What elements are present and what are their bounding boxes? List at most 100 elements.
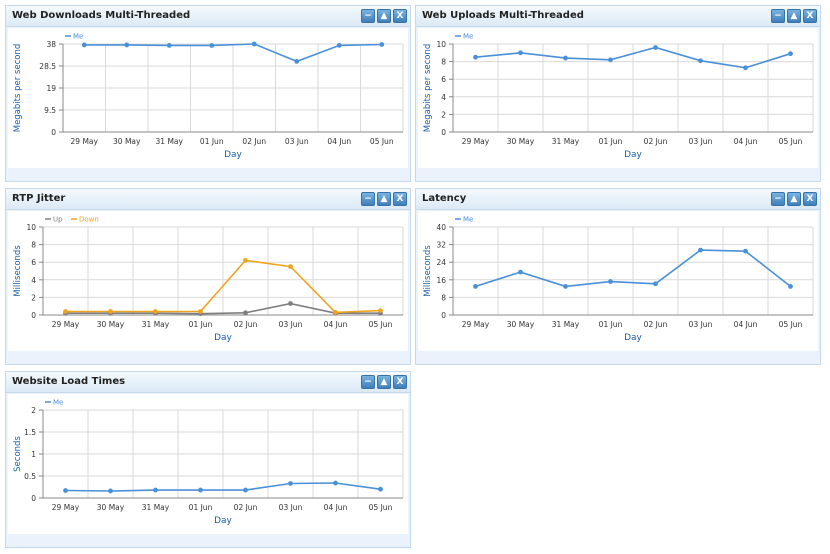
data-point xyxy=(108,309,113,314)
chart-area: 0 0.5 1 1.5 2 29 May 30 May 31 May 01 Jun 02 Jun 0… xyxy=(8,394,408,534)
collapse-button[interactable]: ▲ xyxy=(787,9,801,23)
x-tick-label: 31 May xyxy=(552,320,580,329)
x-tick-label: 29 May xyxy=(52,320,80,329)
x-tick-label: 30 May xyxy=(507,137,535,146)
x-tick-label: 02 Jun xyxy=(234,503,258,512)
data-point xyxy=(336,42,342,48)
y-tick-label: 8 xyxy=(31,241,36,250)
y-tick-label: 16 xyxy=(436,276,446,285)
x-axis-title: Day xyxy=(624,150,642,160)
y-tick-label: 4 xyxy=(441,93,446,102)
y-tick-label: 2 xyxy=(441,110,446,119)
x-tick-label: 05 Jun xyxy=(369,503,393,512)
minimize-button[interactable]: − xyxy=(361,9,375,23)
data-point xyxy=(378,486,383,492)
data-point xyxy=(243,487,248,493)
y-axis-title: Megabits per second xyxy=(13,44,23,133)
y-axis-title: Milliseconds xyxy=(423,245,433,297)
close-button[interactable]: X xyxy=(803,192,817,206)
minimize-button[interactable]: − xyxy=(771,192,785,206)
close-button[interactable]: X xyxy=(393,192,407,206)
panel-website-load-times: Website Load Times − ▲ X 0 0.5 1 1.5 2 29 May… xyxy=(5,371,411,548)
data-point xyxy=(518,269,523,275)
x-tick-label: 31 May xyxy=(142,503,170,512)
y-tick-label: 4 xyxy=(31,276,36,285)
x-tick-label: 03 Jun xyxy=(689,320,713,329)
chart-area: 0 2 4 6 8 10 29 May 30 May 31 May 01 Jun 02 Jun 03 … xyxy=(8,211,408,351)
y-tick-label: 6 xyxy=(31,258,36,267)
y-tick-label: 10 xyxy=(436,40,446,49)
x-tick-label: 04 Jun xyxy=(324,320,348,329)
x-tick-label: 04 Jun xyxy=(327,137,351,146)
panel-header: Web Downloads Multi-Threaded − ▲ X xyxy=(6,6,410,27)
data-point xyxy=(608,279,613,284)
x-tick-label: 02 Jun xyxy=(644,320,668,329)
series-line-me xyxy=(475,249,791,288)
series-line-me xyxy=(475,46,791,69)
chart-area: 0 8 16 24 32 40 29 May 30 May 31 May 01 Jun 02 Jun… xyxy=(418,211,818,351)
x-axis-title: Day xyxy=(624,333,642,343)
panel-title: Website Load Times xyxy=(12,376,126,387)
y-tick-label: 9.5 xyxy=(44,106,56,115)
line-chart: 0 8 16 24 32 40 29 May 30 May 31 May 01 Jun 02 Jun… xyxy=(423,216,814,343)
x-tick-label: 30 May xyxy=(113,137,141,146)
x-axis-title: Day xyxy=(224,150,242,160)
x-tick-label: 30 May xyxy=(507,320,535,329)
minimize-button[interactable]: − xyxy=(361,192,375,206)
panel-title: RTP Jitter xyxy=(12,193,66,204)
minimize-button[interactable]: − xyxy=(361,375,375,389)
y-tick-label: 0 xyxy=(441,311,446,320)
minimize-button[interactable]: − xyxy=(771,9,785,23)
collapse-button[interactable]: ▲ xyxy=(377,375,391,389)
data-point xyxy=(251,41,257,47)
legend-label: Me xyxy=(53,399,63,407)
x-tick-label: 01 Jun xyxy=(189,503,213,512)
x-tick-label: 01 Jun xyxy=(200,137,224,146)
data-point xyxy=(473,284,478,289)
chart-area: 0 2 4 6 8 10 29 May 30 May 31 May 01 Jun 02 Jun 03 … xyxy=(418,28,818,168)
x-tick-label: 29 May xyxy=(71,137,99,146)
legend-label: Me xyxy=(73,33,83,41)
legend-label: Down xyxy=(79,216,99,224)
x-tick-label: 01 Jun xyxy=(599,320,623,329)
data-point xyxy=(166,42,172,48)
x-tick-label: 03 Jun xyxy=(689,137,713,146)
data-point xyxy=(63,488,68,493)
data-point xyxy=(518,50,523,56)
data-point xyxy=(743,65,748,71)
data-point xyxy=(63,309,68,314)
x-tick-label: 02 Jun xyxy=(234,320,258,329)
panel-controls: − ▲ X xyxy=(361,192,407,206)
series-line-me xyxy=(84,43,382,63)
data-point xyxy=(108,488,113,494)
y-tick-label: 10 xyxy=(26,223,36,232)
data-point xyxy=(788,284,793,289)
close-button[interactable]: X xyxy=(393,375,407,389)
collapse-button[interactable]: ▲ xyxy=(377,192,391,206)
chart-area: 0 9.5 19 28.5 38 29 May 30 May 31 May 01 Jun 02 J… xyxy=(8,28,408,168)
data-point xyxy=(243,310,248,316)
legend-label: Up xyxy=(53,216,63,224)
x-tick-label: 01 Jun xyxy=(189,320,213,329)
x-tick-label: 02 Jun xyxy=(242,137,266,146)
collapse-button[interactable]: ▲ xyxy=(787,192,801,206)
x-tick-label: 04 Jun xyxy=(324,503,348,512)
x-axis-title: Day xyxy=(214,333,232,343)
panel-header: Latency − ▲ X xyxy=(416,189,820,210)
close-button[interactable]: X xyxy=(393,9,407,23)
y-axis-title: Megabits per second xyxy=(423,44,433,133)
data-point xyxy=(698,58,703,64)
y-tick-label: 8 xyxy=(441,58,446,67)
close-button[interactable]: X xyxy=(803,9,817,23)
panel-header: Web Uploads Multi-Threaded − ▲ X xyxy=(416,6,820,27)
panel-latency: Latency − ▲ X 0 8 16 24 32 40 29 May 30 May 31 M… xyxy=(415,188,821,365)
data-point xyxy=(124,42,130,48)
line-chart: 0 2 4 6 8 10 29 May 30 May 31 May 01 Jun 02 Jun 03 … xyxy=(13,216,404,343)
y-tick-label: 1 xyxy=(31,450,36,459)
panel-header: Website Load Times − ▲ X xyxy=(6,372,410,393)
y-tick-label: 40 xyxy=(436,223,446,232)
data-point xyxy=(653,281,658,287)
y-axis-title: Milliseconds xyxy=(13,245,23,297)
y-tick-label: 0 xyxy=(31,494,36,503)
collapse-button[interactable]: ▲ xyxy=(377,9,391,23)
